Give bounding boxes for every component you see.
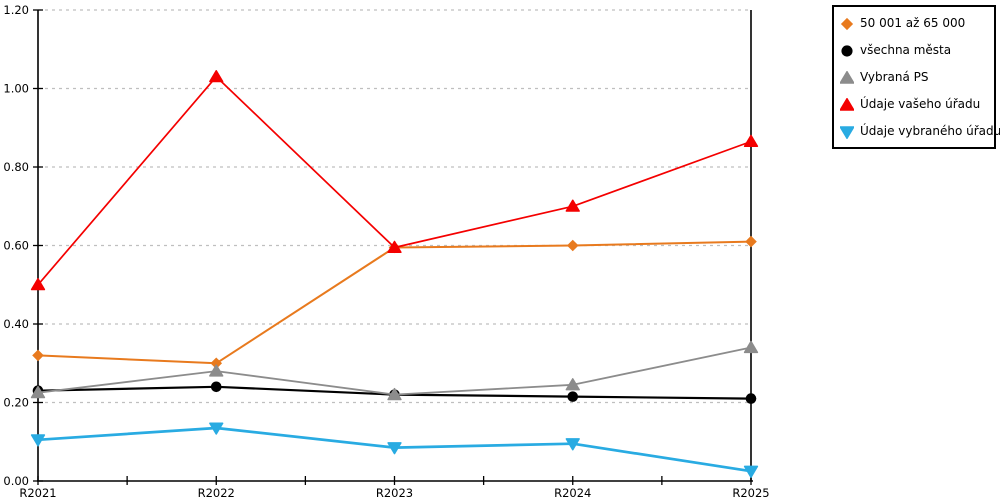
legend-item-udaje-vaseho-uradu: Údaje vašeho úřadu [834, 91, 994, 117]
legend-marker-glyph [839, 126, 855, 140]
y-tick-label: 1.00 [3, 82, 29, 96]
circle-marker-icon [840, 43, 854, 57]
legend-item-vsechna-mesta: všechna města [834, 37, 994, 63]
legend-marker-glyph [841, 45, 853, 57]
y-tick-label: 0.00 [3, 474, 29, 488]
x-tick-label: R2021 [19, 486, 56, 500]
data-point-marker [387, 442, 402, 455]
data-point-marker [210, 357, 223, 370]
data-point-marker [567, 391, 579, 402]
data-point-marker [30, 434, 46, 447]
y-tick-label: 0.20 [3, 396, 29, 410]
data-point-marker [839, 98, 855, 111]
y-tick-label: 0.40 [3, 317, 29, 331]
triangle-marker-icon [839, 97, 855, 111]
data-point-marker [565, 378, 580, 391]
data-point-marker [841, 45, 853, 57]
data-point-marker [566, 239, 579, 252]
diamond-marker-icon [840, 16, 854, 30]
legend-item-50001-az-65000: 50 001 až 65 000 [834, 10, 994, 36]
x-tick-label: R2023 [376, 486, 413, 500]
data-point-marker [209, 69, 224, 83]
data-point-marker [743, 465, 759, 478]
data-point-marker [743, 134, 759, 148]
legend-marker-glyph [840, 17, 854, 30]
legend-label: všechna města [860, 42, 952, 57]
data-point-marker [387, 387, 402, 401]
x-tick-label: R2025 [732, 486, 769, 500]
data-point-marker [209, 422, 224, 435]
data-point-marker [387, 240, 402, 254]
series-line-3 [37, 75, 752, 286]
triangle-down-marker-icon [839, 124, 855, 140]
data-point-marker [209, 364, 224, 377]
y-tick-label: 1.20 [3, 3, 29, 17]
data-point-marker [745, 235, 757, 248]
data-point-marker [565, 438, 580, 451]
data-point-marker [30, 385, 46, 399]
legend-item-udaje-vybraneho-uradu: Údaje vybraného úřadu [834, 118, 1000, 144]
data-point-marker [839, 126, 855, 140]
legend-label: Údaje vybraného úřadu [860, 124, 1000, 139]
legend-label: Údaje vašeho úřadu [860, 97, 981, 112]
x-tick-label: R2024 [554, 486, 591, 500]
legend-marker-glyph [839, 98, 855, 111]
legend-item-vybrana-ps: Vybraná PS [834, 64, 994, 90]
legend-marker-glyph [839, 70, 855, 84]
x-tick-label: R2022 [198, 486, 235, 500]
data-point-marker [743, 340, 759, 354]
data-point-marker [565, 199, 580, 212]
legend-label: 50 001 až 65 000 [860, 15, 966, 30]
y-tick-label: 0.60 [3, 239, 29, 253]
data-point-marker [840, 17, 854, 30]
data-point-marker [32, 349, 44, 362]
data-point-marker [210, 381, 222, 393]
data-point-marker [839, 70, 855, 84]
chart-legend: 50 001 až 65 000 všechna města Vybraná P… [832, 5, 1000, 149]
data-point-marker [30, 278, 46, 291]
data-point-marker [745, 393, 757, 404]
series-line-0 [37, 240, 752, 365]
triangle-marker-icon [839, 70, 855, 84]
legend-label: Vybraná PS [860, 69, 929, 84]
y-tick-label: 0.80 [3, 160, 29, 174]
